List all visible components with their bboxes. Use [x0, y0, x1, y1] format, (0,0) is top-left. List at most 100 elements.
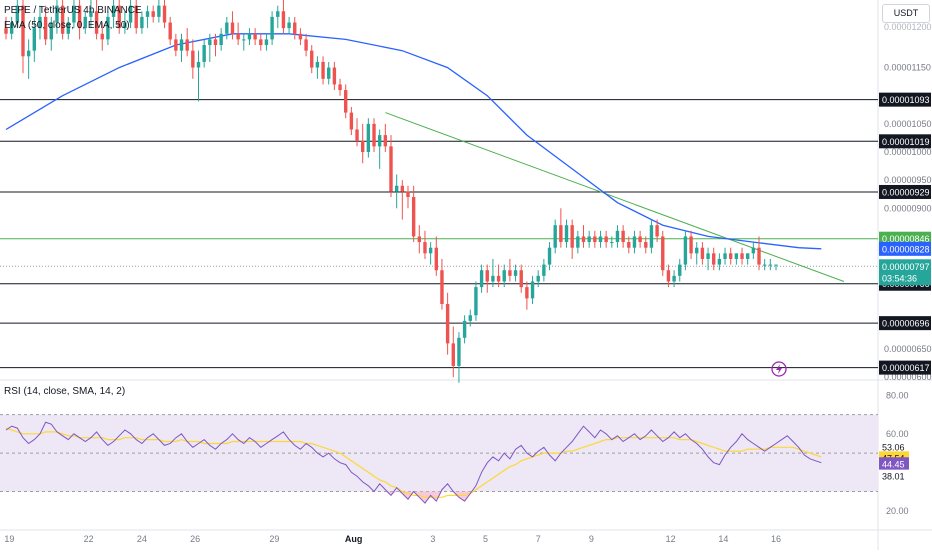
candle-body	[457, 337, 461, 366]
candle-body	[196, 61, 201, 68]
candle-body	[627, 242, 631, 248]
candle-body	[615, 230, 620, 243]
candle-body	[530, 281, 535, 299]
candle-body	[723, 253, 727, 259]
candle-body	[451, 343, 455, 366]
candle-body	[66, 22, 70, 34]
rsi-label: RSI (14, close, SMA, 14, 2)	[4, 386, 126, 397]
candle-body	[315, 61, 320, 68]
candle-body	[502, 270, 506, 282]
candle-body	[355, 129, 359, 141]
candle-body	[394, 185, 399, 192]
rsi-tick-label: 80.00	[886, 390, 909, 400]
level-price-label: 0.00000929	[882, 187, 930, 197]
candle-body	[225, 22, 229, 34]
candle-body	[174, 39, 178, 51]
lightning-icon-bolt	[776, 364, 782, 374]
price-tick-label: 0.00001000	[884, 147, 932, 157]
time-tick-label: 14	[718, 534, 728, 544]
candle-body	[26, 50, 31, 57]
candle-body	[372, 123, 376, 147]
time-tick-label: Aug	[345, 534, 363, 544]
candle-body	[219, 33, 223, 46]
candle-body	[700, 247, 705, 259]
candle-body	[564, 225, 569, 243]
price-tick-label: 0.00001050	[884, 119, 932, 129]
candle-body	[253, 33, 257, 40]
time-tick-label: 16	[771, 534, 781, 544]
candle-body	[400, 185, 405, 192]
candle-body	[111, 5, 116, 17]
rsi-oversold-fill	[391, 491, 397, 496]
candle-body	[236, 33, 240, 40]
candle-body	[525, 287, 529, 299]
currency-button[interactable]: USDT	[882, 4, 930, 23]
rsi-line	[5, 421, 822, 504]
candle-body	[55, 5, 59, 23]
candle-body	[9, 22, 14, 34]
symbol-line: PEPE / TetherUS 4h BINANCE	[4, 5, 142, 16]
time-tick-label: 19	[4, 534, 14, 544]
candle-body	[270, 16, 274, 40]
price-tick-label: 0.00000900	[884, 203, 932, 213]
candle-body	[666, 270, 671, 282]
rsi-ma-line	[5, 427, 822, 498]
ema-legend: EMA (50, close, 0, EMA, 50)	[4, 20, 130, 31]
candle-body	[106, 16, 110, 40]
candle-body	[77, 5, 82, 29]
candle-body	[21, 5, 25, 57]
candle-body	[621, 230, 625, 243]
price-tick-label: 0.00000950	[884, 175, 932, 185]
candle-body	[89, 11, 93, 17]
candle-body	[740, 253, 744, 259]
candle-body	[38, 16, 42, 29]
ema-line	[5, 33, 822, 250]
candle-body	[519, 270, 523, 288]
time-tick-label: 12	[666, 534, 676, 544]
candle-body	[570, 225, 574, 248]
candle-body	[134, 5, 138, 29]
candle-body	[327, 67, 331, 79]
candle-body	[496, 275, 501, 282]
rsi-value-label: 38.01	[882, 472, 905, 482]
candle-body	[202, 45, 206, 62]
candle-body	[508, 270, 512, 276]
candle-body	[581, 236, 586, 243]
level-price-badge	[879, 360, 931, 375]
candle-body	[83, 16, 87, 29]
rsi-oversold-fill	[419, 491, 425, 504]
descending-trendline	[385, 112, 845, 282]
time-tick-label: 24	[137, 534, 147, 544]
rsi-value-badge	[879, 440, 909, 454]
candle-body	[310, 50, 314, 68]
candle-body	[604, 236, 608, 243]
candle-body	[389, 146, 393, 192]
candle-body	[474, 287, 478, 316]
lightning-icon	[771, 361, 787, 377]
level-price-badge	[879, 92, 931, 107]
rsi-value-label: 44.45	[882, 459, 905, 469]
candle-body	[247, 33, 252, 40]
candle-body	[542, 264, 546, 276]
rsi-tick-label: 60.00	[886, 429, 909, 439]
level-price-label: 0.00001019	[882, 137, 930, 147]
candle-body	[298, 33, 303, 40]
time-tick-label: 29	[269, 534, 279, 544]
rsi-value-label: 53.06	[882, 443, 905, 453]
candle-body	[559, 225, 563, 243]
candle-body	[649, 225, 654, 248]
candle-body	[123, 22, 127, 29]
time-tick-label: 9	[589, 534, 594, 544]
candle-body	[587, 236, 591, 243]
candle-body	[276, 11, 280, 17]
time-tick-label: 22	[84, 534, 94, 544]
price-tick-label: 0.00000600	[884, 372, 932, 382]
candle-body	[72, 5, 76, 23]
last-price-label: 0.00000797	[882, 262, 930, 272]
candle-body	[377, 135, 382, 147]
candle-body	[360, 140, 365, 152]
candle-body	[610, 242, 614, 244]
candle-body	[576, 236, 580, 248]
candle-body	[661, 236, 665, 271]
